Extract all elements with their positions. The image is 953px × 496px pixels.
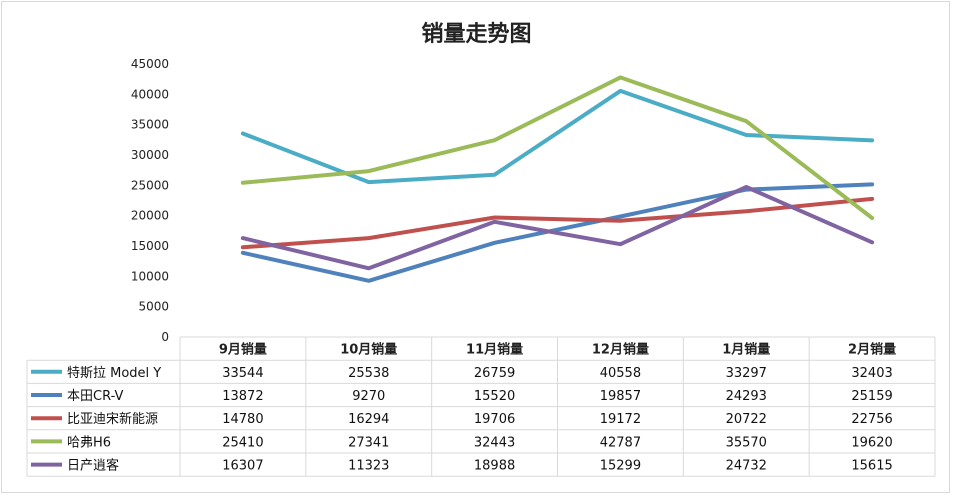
data-cell-value: 15299 <box>600 459 641 474</box>
category-label: 2月销量 <box>848 342 896 358</box>
data-cell-value: 26759 <box>474 366 515 381</box>
y-tick-label: 20000 <box>131 209 169 223</box>
data-cell-value: 40558 <box>600 366 641 381</box>
data-cell-value: 18988 <box>474 459 515 474</box>
series-name: 哈弗H6 <box>67 435 111 450</box>
data-cell-value: 24293 <box>726 389 767 404</box>
data-cell-value: 9270 <box>352 389 385 404</box>
y-tick-label: 25000 <box>131 178 169 192</box>
y-tick-label: 15000 <box>131 239 169 253</box>
category-label: 12月销量 <box>592 342 649 358</box>
data-cell-value: 14780 <box>222 412 263 427</box>
data-cell-value: 33297 <box>726 366 767 381</box>
chart-title: 销量走势图 <box>421 22 532 47</box>
series-line <box>240 75 875 220</box>
series-line <box>240 88 875 185</box>
series-name: 本田CR-V <box>67 389 124 404</box>
data-cell-value: 42787 <box>600 435 641 450</box>
y-tick-label: 10000 <box>131 269 169 283</box>
y-tick-label: 0 <box>161 330 169 344</box>
data-cell-value: 11323 <box>348 459 389 474</box>
series-line <box>240 196 875 250</box>
data-cell-value: 25159 <box>851 389 892 404</box>
series-name: 比亚迪宋新能源 <box>67 411 158 427</box>
data-cell-value: 19172 <box>600 412 641 427</box>
y-tick-label: 45000 <box>131 57 169 71</box>
category-label: 11月销量 <box>466 342 523 358</box>
data-cell-value: 25538 <box>348 366 389 381</box>
data-cell-value: 16294 <box>348 412 389 427</box>
data-cell-value: 19620 <box>851 435 892 450</box>
data-cell-value: 35570 <box>726 435 767 450</box>
series-line <box>240 182 875 283</box>
data-cell-value: 25410 <box>222 435 263 450</box>
data-cell-value: 22756 <box>851 412 892 427</box>
series-name: 特斯拉 Model Y <box>67 366 161 381</box>
data-cell-value: 24732 <box>726 459 767 474</box>
data-cell-value: 32443 <box>474 435 515 450</box>
category-label: 9月销量 <box>219 342 267 358</box>
y-tick-label: 35000 <box>131 118 169 132</box>
data-cell-value: 13872 <box>222 389 263 404</box>
category-label: 10月销量 <box>340 342 397 358</box>
data-cell-value: 27341 <box>348 435 389 450</box>
data-cell-value: 19857 <box>600 389 641 404</box>
y-tick-label: 30000 <box>131 148 169 162</box>
data-cell-value: 20722 <box>726 412 767 427</box>
data-cell-value: 33544 <box>222 366 263 381</box>
series-name: 日产逍客 <box>67 458 119 474</box>
y-tick-label: 5000 <box>138 300 169 314</box>
category-label: 1月销量 <box>722 342 770 358</box>
data-cell-value: 19706 <box>474 412 515 427</box>
data-cell-value: 15615 <box>851 459 892 474</box>
data-cell-value: 16307 <box>222 459 263 474</box>
data-cell-value: 32403 <box>851 366 892 381</box>
data-cell-value: 15520 <box>474 389 515 404</box>
series-line <box>240 185 875 271</box>
y-tick-label: 40000 <box>131 87 169 101</box>
